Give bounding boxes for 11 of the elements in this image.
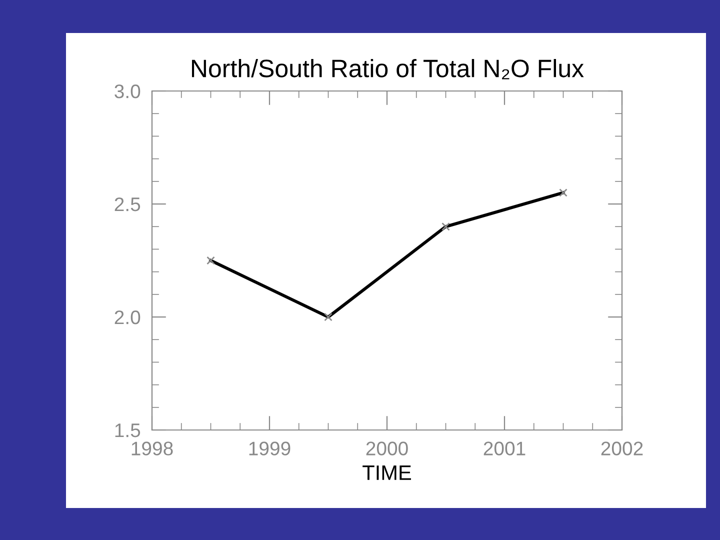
x-tick-label: 2001 — [484, 442, 526, 456]
y-tick-label: 2.5 — [114, 197, 140, 212]
y-tick-label: 3.0 — [114, 84, 140, 98]
y-tick-label: 1.5 — [115, 424, 140, 438]
x-tick-label: 1998 — [132, 442, 173, 456]
x-tick-label: 2000 — [366, 442, 408, 456]
x-axis-title: TIME — [362, 466, 411, 480]
chart-title: North/South Ratio of Total N₂O Flux — [192, 58, 584, 80]
x-tick-label: 2002 — [601, 442, 643, 456]
x-tick-label: 1999 — [249, 442, 290, 456]
y-tick-label: 2.0 — [114, 310, 140, 324]
